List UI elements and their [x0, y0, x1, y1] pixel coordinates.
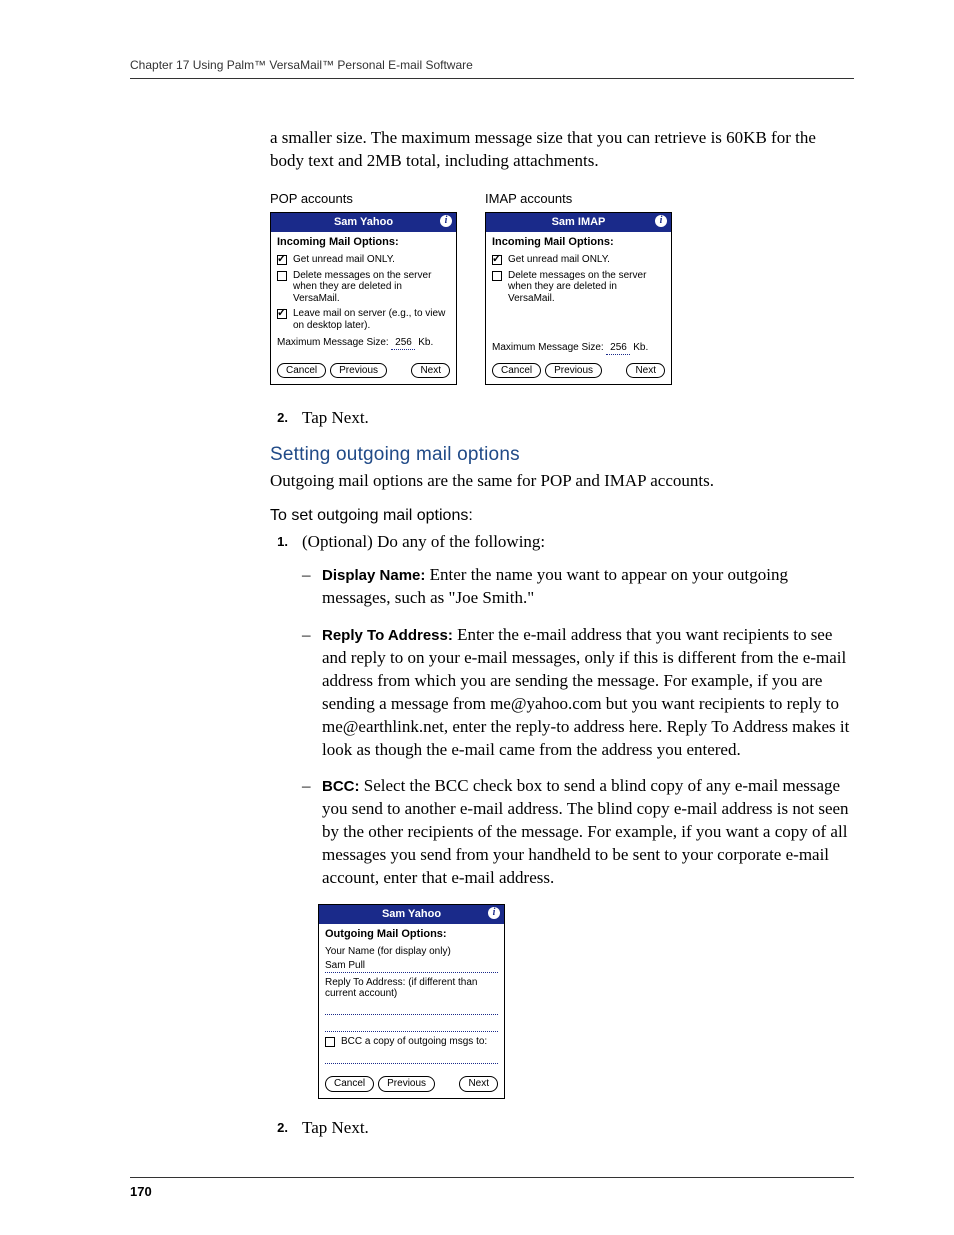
bullet-bcc: – BCC: Select the BCC check box to send … [302, 775, 854, 890]
checkbox-icon [492, 255, 502, 265]
next-button: Next [459, 1076, 498, 1092]
reply-to-input-line [325, 1019, 498, 1032]
dash-icon: – [302, 624, 312, 762]
cancel-button: Cancel [492, 363, 541, 379]
max-size-label: Maximum Message Size: [277, 337, 389, 348]
bullet-label: BCC: [322, 778, 360, 795]
info-icon: i [488, 907, 500, 919]
bcc-option: BCC a copy of outgoing msgs to: [325, 1036, 498, 1048]
palm-section-heading: Incoming Mail Options: [492, 236, 665, 249]
step-text: (Optional) Do any of the following: [302, 531, 854, 554]
palm-button-row: Cancel Previous Next [486, 359, 671, 385]
previous-button: Previous [378, 1076, 435, 1092]
max-size-row: Maximum Message Size: 256 Kb. [277, 337, 450, 350]
bcc-label: BCC a copy of outgoing msgs to: [341, 1036, 498, 1048]
option-label: Get unread mail ONLY. [508, 254, 665, 266]
previous-button: Previous [330, 363, 387, 379]
palm-titlebar: Sam IMAP i [486, 213, 671, 232]
max-size-unit: Kb. [418, 337, 433, 348]
option-label: Delete messages on the server when they … [293, 270, 450, 305]
max-size-value: 256 [391, 337, 415, 350]
max-size-value: 256 [606, 342, 630, 355]
palm-button-row: Cancel Previous Next [319, 1072, 504, 1098]
option-label: Delete messages on the server when they … [508, 270, 665, 305]
incoming-screenshots-row: Sam Yahoo i Incoming Mail Options: Get u… [270, 212, 854, 385]
dash-icon: – [302, 564, 312, 610]
bullet-text: Enter the e-mail address that you want r… [322, 625, 849, 759]
heading-to-set-outgoing: To set outgoing mail options: [270, 507, 854, 525]
palm-title-text: Sam IMAP [552, 216, 606, 228]
reply-to-input-line [325, 1002, 498, 1015]
option-delete-server: Delete messages on the server when they … [492, 270, 665, 305]
option-label: Leave mail on server (e.g., to view on d… [293, 308, 450, 331]
max-size-label: Maximum Message Size: [492, 342, 604, 353]
bullet-label: Reply To Address: [322, 627, 453, 644]
previous-button: Previous [545, 363, 602, 379]
page-number: 170 [130, 1177, 854, 1199]
screenshot-imap-incoming: Sam IMAP i Incoming Mail Options: Get un… [485, 212, 672, 385]
checkbox-icon [277, 255, 287, 265]
outgoing-screenshot-wrap: Sam Yahoo i Outgoing Mail Options: Your … [318, 904, 854, 1099]
display-name-value: Sam Pull [325, 960, 498, 973]
palm-titlebar: Sam Yahoo i [271, 213, 456, 232]
running-head: Chapter 17 Using Palm™ VersaMail™ Person… [130, 58, 854, 79]
info-icon: i [655, 215, 667, 227]
palm-section-heading: Incoming Mail Options: [277, 236, 450, 249]
bullet-reply-to: – Reply To Address: Enter the e-mail add… [302, 624, 854, 762]
next-button: Next [626, 363, 665, 379]
screenshot-outgoing: Sam Yahoo i Outgoing Mail Options: Your … [318, 904, 505, 1099]
step-1-optional: 1. (Optional) Do any of the following: [270, 531, 854, 554]
page: Chapter 17 Using Palm™ VersaMail™ Person… [0, 0, 954, 1235]
step-number: 1. [270, 531, 288, 554]
palm-title-text: Sam Yahoo [334, 216, 393, 228]
checkbox-icon [325, 1037, 335, 1047]
bullet-display-name: – Display Name: Enter the name you want … [302, 564, 854, 610]
option-leave-on-server: Leave mail on server (e.g., to view on d… [277, 308, 450, 331]
bullet-text: Select the BCC check box to send a blind… [322, 776, 849, 887]
palm-section-heading: Outgoing Mail Options: [325, 928, 498, 941]
checkbox-icon [277, 309, 287, 319]
palm-titlebar: Sam Yahoo i [319, 905, 504, 924]
checkbox-icon [492, 271, 502, 281]
option-unread-only: Get unread mail ONLY. [492, 254, 665, 266]
display-name-label: Your Name (for display only) [325, 946, 498, 958]
max-size-unit: Kb. [633, 342, 648, 353]
intro-paragraph: a smaller size. The maximum message size… [270, 127, 854, 173]
screenshot-pop-incoming: Sam Yahoo i Incoming Mail Options: Get u… [270, 212, 457, 385]
step-text: Tap Next. [302, 407, 854, 430]
option-unread-only: Get unread mail ONLY. [277, 254, 450, 266]
cancel-button: Cancel [325, 1076, 374, 1092]
dash-icon: – [302, 775, 312, 890]
info-icon: i [440, 215, 452, 227]
step-number: 2. [270, 1117, 288, 1140]
step-number: 2. [270, 407, 288, 430]
bcc-input-line [325, 1051, 498, 1064]
palm-button-row: Cancel Previous Next [271, 359, 456, 385]
option-label: Get unread mail ONLY. [293, 254, 450, 266]
content-column: a smaller size. The maximum message size… [270, 127, 854, 1140]
checkbox-icon [277, 271, 287, 281]
step-2-tap-next: 2. Tap Next. [270, 407, 854, 430]
caption-pop: POP accounts [270, 191, 455, 206]
max-size-row: Maximum Message Size: 256 Kb. [492, 342, 665, 355]
heading-setting-outgoing: Setting outgoing mail options [270, 444, 854, 466]
next-button: Next [411, 363, 450, 379]
outgoing-intro-paragraph: Outgoing mail options are the same for P… [270, 470, 854, 493]
step-2-tap-next-bottom: 2. Tap Next. [270, 1117, 854, 1140]
step-text: Tap Next. [302, 1117, 854, 1140]
reply-to-label: Reply To Address: (if different than cur… [325, 977, 498, 1000]
dash-list: – Display Name: Enter the name you want … [302, 564, 854, 890]
bullet-label: Display Name: [322, 567, 425, 584]
caption-imap: IMAP accounts [485, 191, 572, 206]
option-delete-server: Delete messages on the server when they … [277, 270, 450, 305]
cancel-button: Cancel [277, 363, 326, 379]
palm-title-text: Sam Yahoo [382, 908, 441, 920]
screenshot-captions: POP accounts IMAP accounts [270, 191, 854, 206]
